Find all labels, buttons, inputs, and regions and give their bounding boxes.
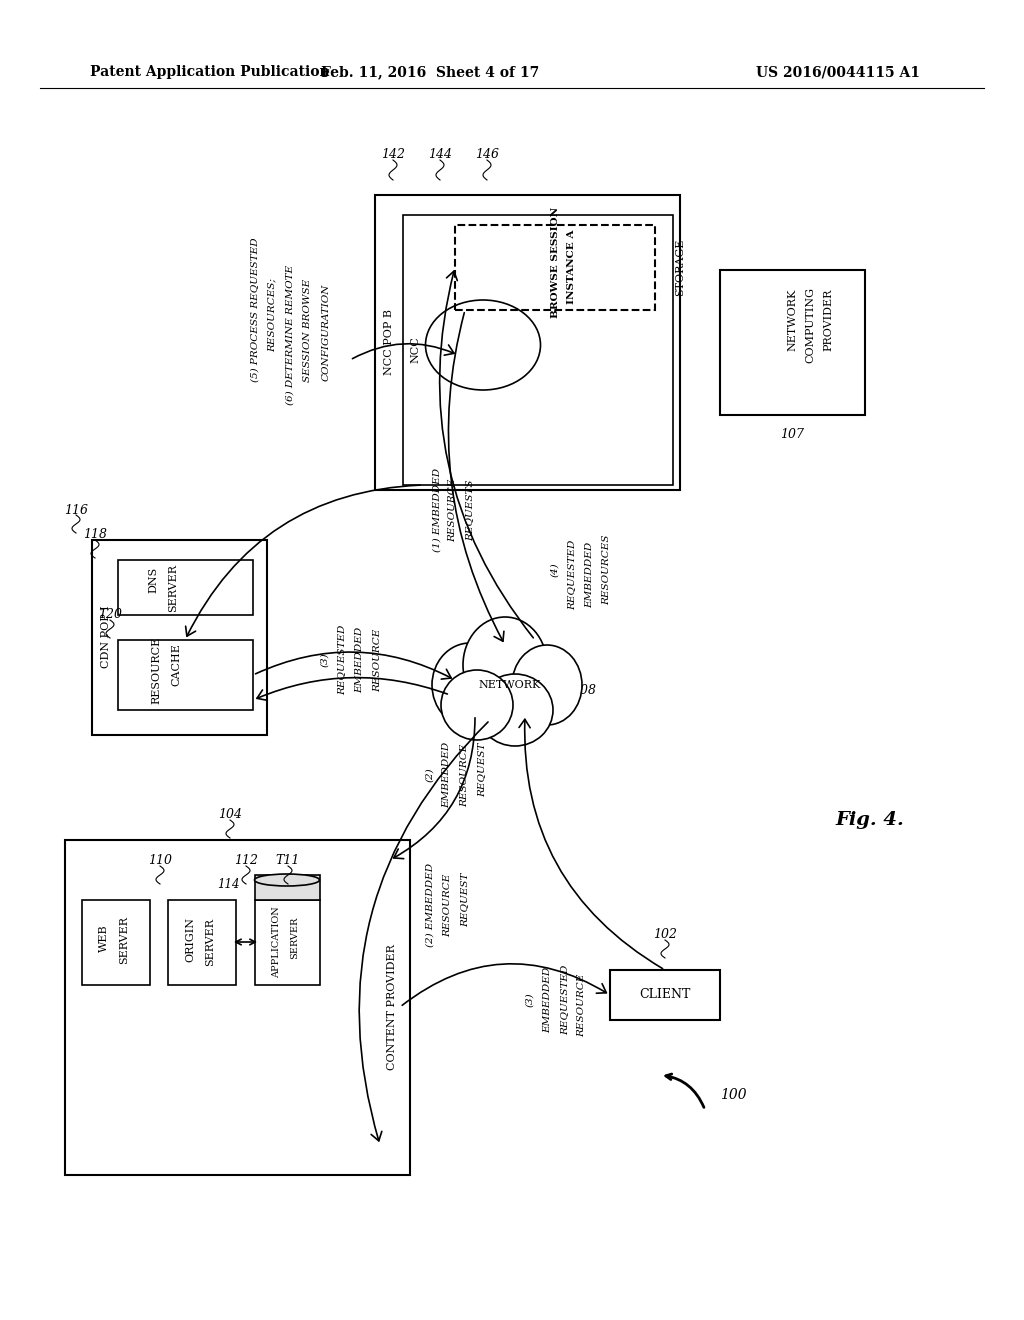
- Bar: [65, 840, 410, 1175]
- Text: CONFIGURATION: CONFIGURATION: [322, 284, 331, 380]
- Text: DNS: DNS: [148, 566, 158, 593]
- Text: Patent Application Publication: Patent Application Publication: [90, 65, 330, 79]
- Ellipse shape: [255, 874, 319, 886]
- Text: (3): (3): [321, 652, 330, 668]
- Text: 118: 118: [83, 528, 106, 541]
- Bar: [168, 900, 236, 985]
- Text: RESOURCE: RESOURCE: [374, 628, 383, 692]
- Bar: [255, 875, 319, 900]
- Text: 107: 107: [780, 429, 804, 441]
- Text: RESOURCE: RESOURCE: [449, 478, 458, 541]
- Text: RESOURCE: RESOURCE: [461, 743, 469, 807]
- Text: 120: 120: [98, 609, 122, 622]
- Text: 142: 142: [381, 149, 406, 161]
- Text: CLIENT: CLIENT: [639, 989, 690, 1002]
- Text: NCC: NCC: [410, 337, 420, 363]
- Bar: [118, 640, 253, 710]
- Bar: [403, 215, 673, 484]
- Text: EMBEDDED: EMBEDDED: [442, 742, 452, 808]
- Text: REQUESTED: REQUESTED: [560, 965, 569, 1035]
- Text: REQUESTS: REQUESTS: [466, 479, 474, 541]
- Text: CACHE: CACHE: [171, 644, 181, 686]
- Bar: [720, 271, 865, 414]
- Bar: [92, 540, 267, 735]
- Text: RESOURCE: RESOURCE: [443, 874, 453, 937]
- Ellipse shape: [477, 675, 553, 746]
- Text: RESOURCE: RESOURCE: [151, 636, 161, 704]
- Bar: [610, 970, 720, 1020]
- Text: EMBEDDED: EMBEDDED: [355, 627, 365, 693]
- Text: (6) DETERMINE REMOTE: (6) DETERMINE REMOTE: [286, 265, 295, 405]
- Text: 104: 104: [218, 808, 242, 821]
- Text: 110: 110: [148, 854, 172, 866]
- Bar: [82, 900, 150, 985]
- Text: 100: 100: [720, 1088, 746, 1102]
- Text: BROWSE SESSION: BROWSE SESSION: [551, 206, 559, 318]
- Text: SERVER: SERVER: [205, 917, 215, 966]
- Text: 144: 144: [428, 149, 452, 161]
- Text: ORIGIN: ORIGIN: [185, 917, 195, 962]
- Text: CDN POP I: CDN POP I: [101, 606, 111, 668]
- Text: Fig. 4.: Fig. 4.: [835, 810, 904, 829]
- Text: (4): (4): [551, 562, 559, 577]
- Text: 116: 116: [63, 503, 88, 516]
- Text: NCC POP B: NCC POP B: [384, 309, 394, 375]
- Ellipse shape: [432, 643, 508, 727]
- Bar: [455, 224, 655, 310]
- Text: SERVER: SERVER: [168, 564, 178, 612]
- Text: COMPUTING: COMPUTING: [805, 286, 815, 363]
- Text: WEB: WEB: [99, 924, 109, 952]
- Text: REQUESTED: REQUESTED: [338, 624, 346, 696]
- Text: 114: 114: [217, 879, 240, 891]
- Text: (2): (2): [426, 768, 434, 783]
- Text: SERVER: SERVER: [119, 916, 129, 964]
- Text: PROVIDER: PROVIDER: [823, 289, 833, 351]
- Text: (5) PROCESS REQUESTED: (5) PROCESS REQUESTED: [251, 238, 259, 383]
- Text: REQUESTED: REQUESTED: [567, 540, 577, 610]
- Text: REQUEST: REQUEST: [461, 873, 469, 927]
- Text: 146: 146: [475, 149, 499, 161]
- Bar: [375, 195, 680, 490]
- Text: STORAGE: STORAGE: [675, 239, 685, 296]
- Text: REQUEST: REQUEST: [477, 743, 486, 797]
- Text: T11: T11: [275, 854, 300, 866]
- Text: SERVER: SERVER: [291, 917, 299, 960]
- Text: NETWORK: NETWORK: [787, 289, 797, 351]
- Text: 108: 108: [572, 684, 596, 697]
- Text: 112: 112: [234, 854, 258, 866]
- Text: 102: 102: [653, 928, 677, 941]
- Text: INSTANCE A: INSTANCE A: [566, 230, 575, 304]
- Text: EMBEDDED: EMBEDDED: [544, 966, 553, 1034]
- Text: NETWORK: NETWORK: [479, 680, 542, 690]
- Text: (2) EMBEDDED: (2) EMBEDDED: [426, 863, 434, 946]
- Text: Feb. 11, 2016  Sheet 4 of 17: Feb. 11, 2016 Sheet 4 of 17: [321, 65, 539, 79]
- Text: US 2016/0044115 A1: US 2016/0044115 A1: [756, 65, 920, 79]
- Text: EMBEDDED: EMBEDDED: [586, 543, 595, 609]
- Ellipse shape: [463, 616, 547, 713]
- Text: CONTENT PROVIDER: CONTENT PROVIDER: [387, 944, 397, 1071]
- Text: SESSION BROWSE: SESSION BROWSE: [303, 279, 312, 381]
- Text: APPLICATION: APPLICATION: [272, 906, 282, 978]
- Text: RESOURCES: RESOURCES: [602, 535, 611, 606]
- Text: (3): (3): [525, 993, 535, 1007]
- Bar: [118, 560, 253, 615]
- Ellipse shape: [512, 645, 582, 725]
- Bar: [255, 900, 319, 985]
- Ellipse shape: [441, 671, 513, 741]
- Text: RESOURCES;: RESOURCES;: [267, 279, 276, 352]
- Text: RESOURCE: RESOURCE: [578, 973, 587, 1036]
- Text: (1) EMBEDDED: (1) EMBEDDED: [432, 467, 441, 552]
